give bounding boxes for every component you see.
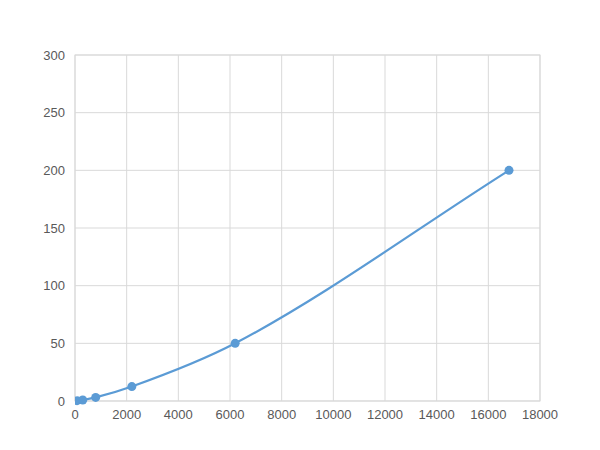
x-grid-line: [436, 55, 437, 401]
y-tick-label: 250: [43, 105, 65, 120]
y-tick-label: 150: [43, 221, 65, 236]
series-marker: [505, 166, 514, 175]
series-marker: [127, 382, 136, 391]
plot-frame: [75, 55, 540, 401]
x-tick-label: 10000: [315, 407, 351, 422]
x-tick-label: 4000: [164, 407, 193, 422]
x-tick-label: 6000: [216, 407, 245, 422]
series-line: [77, 170, 509, 400]
grid: [75, 55, 540, 401]
series-marker: [231, 339, 240, 348]
x-grid-line: [281, 55, 282, 401]
y-tick-label: 300: [43, 48, 65, 63]
y-grid-line: [75, 343, 540, 344]
x-grid-line: [126, 55, 127, 401]
y-tick-label: 100: [43, 278, 65, 293]
x-grid-line: [488, 55, 489, 401]
x-grid-line: [385, 55, 386, 401]
series-marker: [91, 393, 100, 402]
y-grid-line: [75, 170, 540, 171]
x-grid-line: [333, 55, 334, 401]
chart-svg: 0 50 100 150 200 250 300 0 2000 4000 6000 8000 10000…: [0, 0, 600, 450]
chart-root: 0 50 100 150 200 250 300 0 2000 4000 6000 8000 10000…: [0, 0, 600, 450]
x-grid-line: [178, 55, 179, 401]
x-tick-label: 18000: [522, 407, 558, 422]
x-tick-label: 2000: [112, 407, 141, 422]
x-tick-label: 12000: [367, 407, 403, 422]
y-grid-line: [75, 228, 540, 229]
y-tick-label: 200: [43, 163, 65, 178]
x-grid-line: [230, 55, 231, 401]
y-grid-line: [75, 285, 540, 286]
y-tick-label: 0: [58, 394, 65, 409]
y-grid-line: [75, 112, 540, 113]
x-tick-label: 8000: [267, 407, 296, 422]
series: [75, 166, 514, 405]
y-tick-label: 50: [51, 336, 65, 351]
x-tick-label: 14000: [419, 407, 455, 422]
series-marker: [78, 395, 87, 404]
x-tick-label: 16000: [470, 407, 506, 422]
x-tick-label: 0: [71, 407, 78, 422]
